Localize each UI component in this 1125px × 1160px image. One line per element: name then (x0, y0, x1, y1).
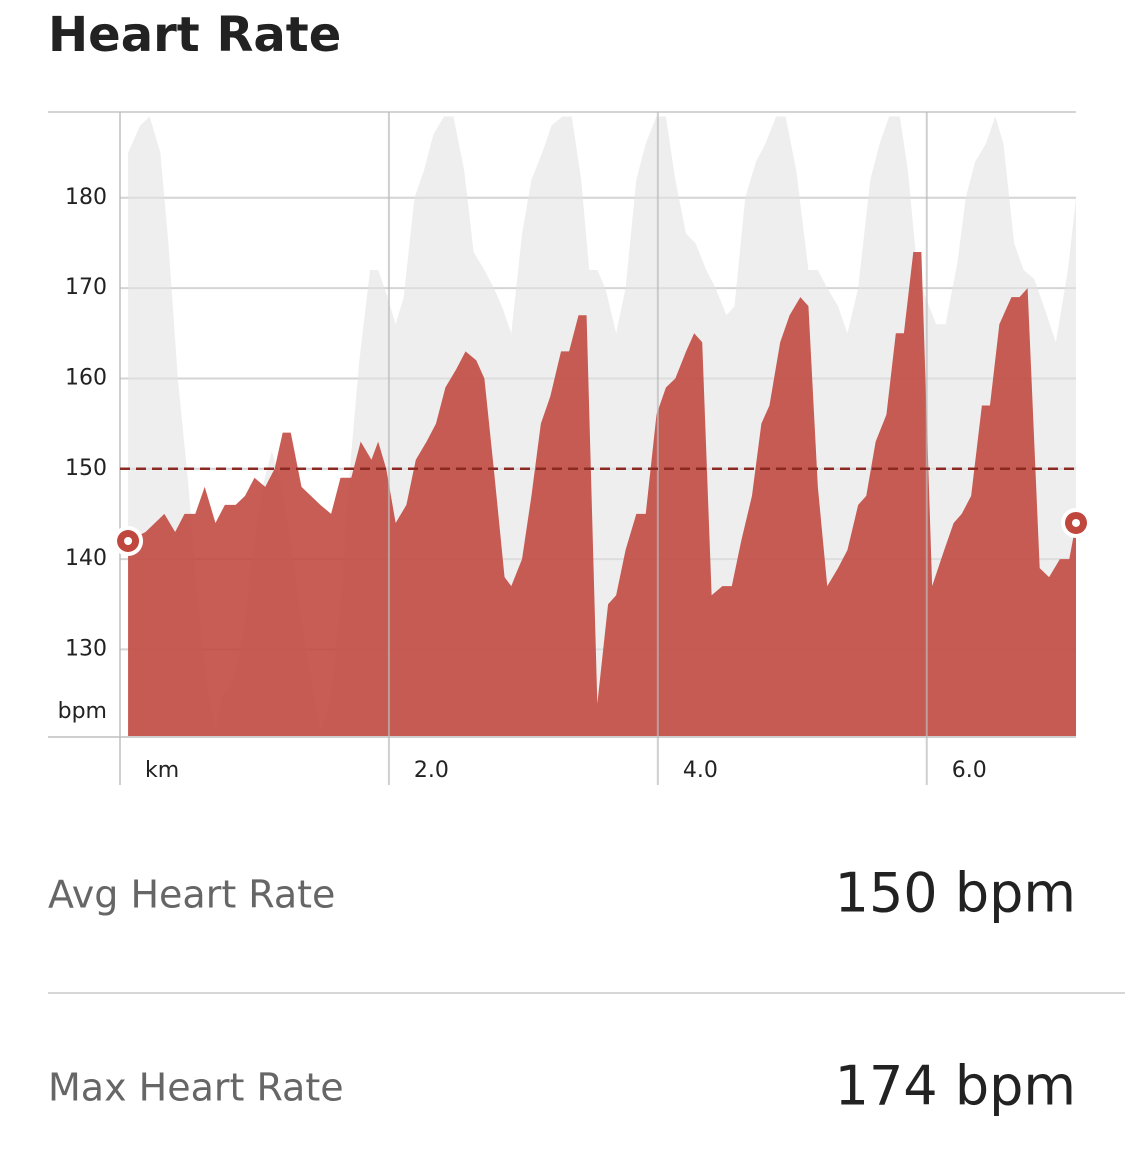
y-tick-label: 160 (65, 365, 107, 390)
plot: km 2.0 4.0 6.0 130 140 150 160 170 180 bpm (48, 111, 1091, 785)
x-tick-label: km (145, 758, 179, 783)
y-tick-label: 180 (65, 185, 107, 210)
endpoint-marker (1061, 507, 1091, 538)
x-tick-label: 4.0 (683, 758, 718, 783)
marker-dot (1072, 518, 1080, 527)
marker-dot (124, 537, 133, 546)
y-tick-label: 150 (65, 456, 107, 481)
stat-value: 150 bpm (835, 862, 1076, 925)
y-axis-label: bpm (58, 699, 107, 724)
stat-label: Max Heart Rate (48, 1066, 344, 1110)
endpoint-marker (113, 526, 144, 557)
stat-value: 174 bpm (835, 1055, 1076, 1118)
x-tick-label: 6.0 (952, 758, 987, 783)
title: Heart Rate (48, 7, 341, 63)
heart-rate-area (128, 251, 1076, 737)
y-tick-label: 130 (65, 636, 107, 661)
stat-label: Avg Heart Rate (48, 873, 335, 917)
y-tick-label: 140 (65, 546, 107, 571)
x-tick-label: 2.0 (414, 758, 449, 783)
y-tick-label: 170 (65, 275, 107, 300)
